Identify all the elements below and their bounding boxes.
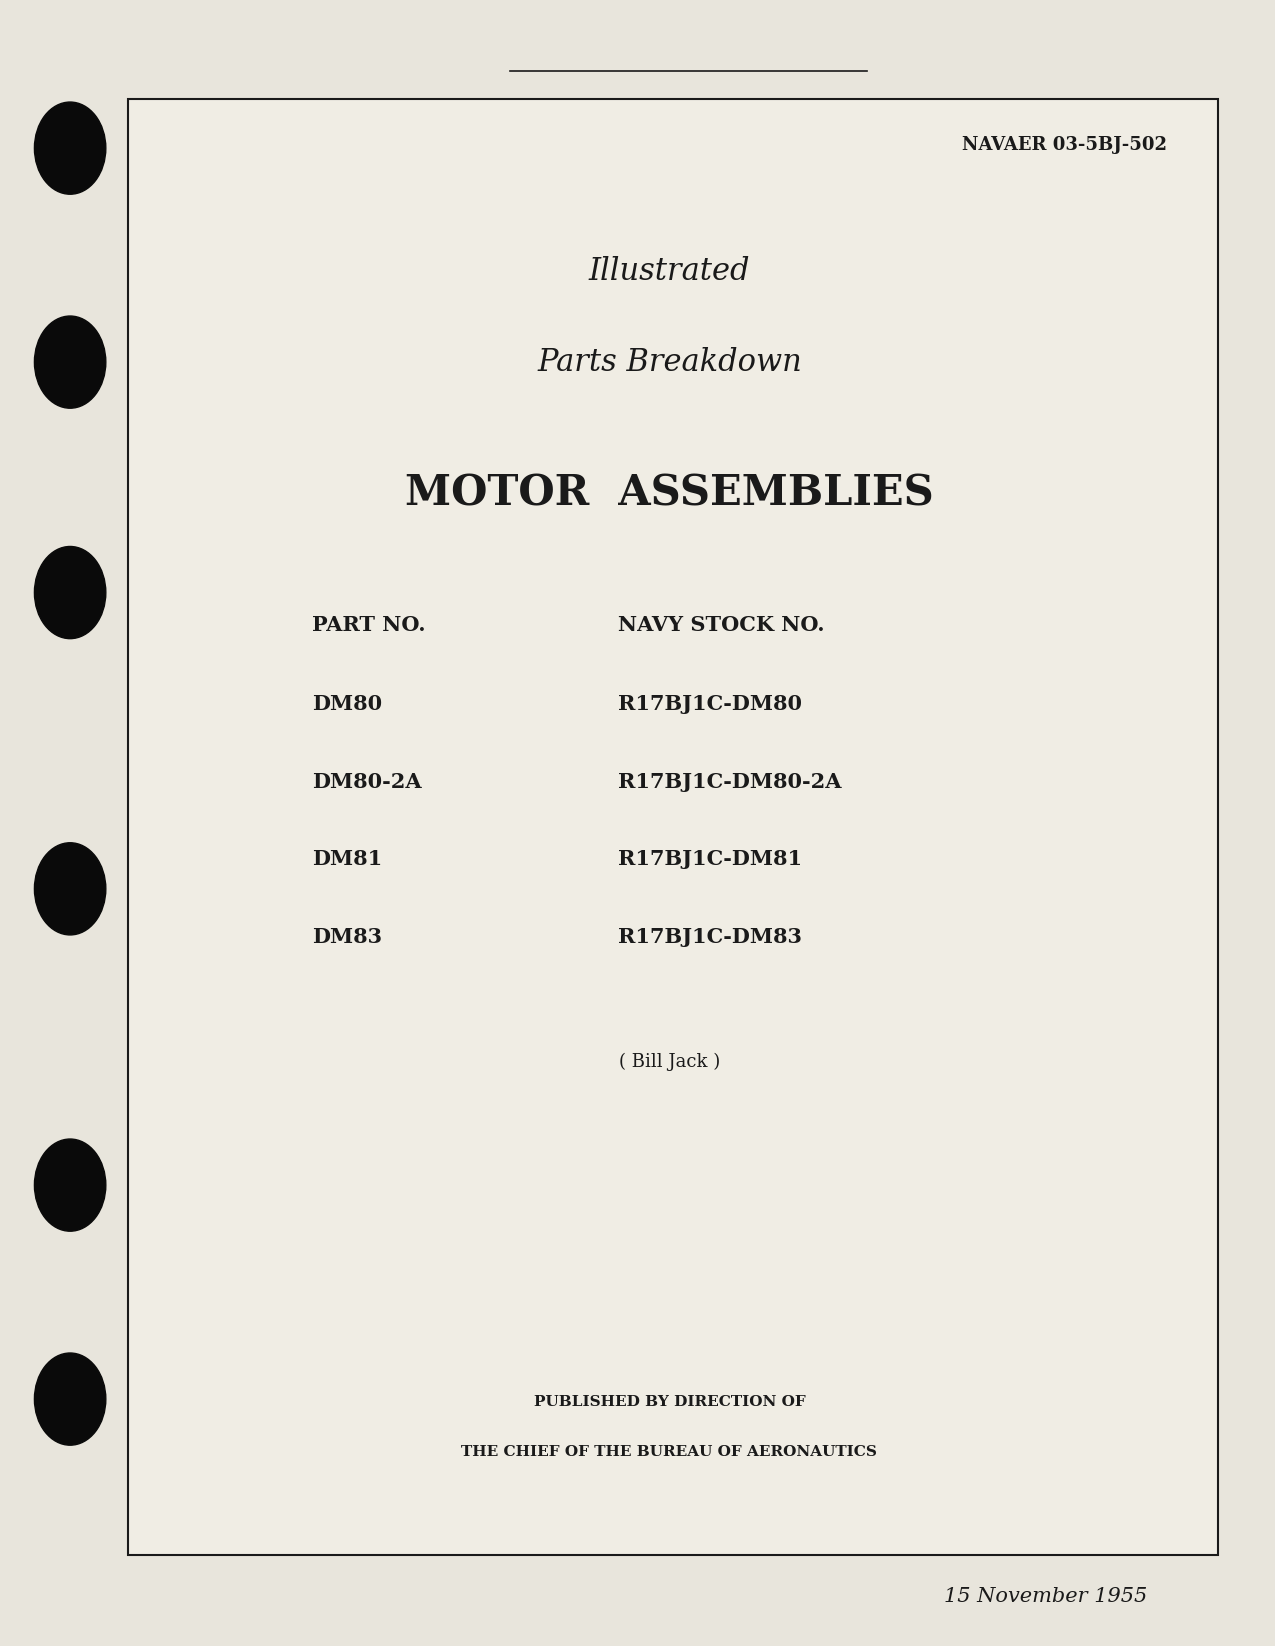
Text: DM81: DM81	[312, 849, 382, 869]
FancyBboxPatch shape	[128, 99, 1218, 1555]
Text: DM83: DM83	[312, 927, 382, 946]
Circle shape	[34, 546, 106, 639]
Text: ( Bill Jack ): ( Bill Jack )	[618, 1052, 720, 1072]
Text: R17BJ1C-DM80: R17BJ1C-DM80	[618, 695, 802, 714]
Text: NAVY STOCK NO.: NAVY STOCK NO.	[618, 616, 825, 635]
Circle shape	[34, 843, 106, 935]
Circle shape	[34, 316, 106, 408]
Text: PART NO.: PART NO.	[312, 616, 426, 635]
Text: DM80-2A: DM80-2A	[312, 772, 422, 792]
Circle shape	[34, 102, 106, 194]
Text: Parts Breakdown: Parts Breakdown	[537, 347, 802, 377]
Text: R17BJ1C-DM83: R17BJ1C-DM83	[618, 927, 802, 946]
Text: R17BJ1C-DM80-2A: R17BJ1C-DM80-2A	[618, 772, 842, 792]
Text: DM80: DM80	[312, 695, 382, 714]
Text: NAVAER 03-5BJ-502: NAVAER 03-5BJ-502	[961, 137, 1167, 153]
Text: MOTOR  ASSEMBLIES: MOTOR ASSEMBLIES	[405, 472, 933, 515]
Text: PUBLISHED BY DIRECTION OF: PUBLISHED BY DIRECTION OF	[533, 1396, 806, 1409]
Text: THE CHIEF OF THE BUREAU OF AERONAUTICS: THE CHIEF OF THE BUREAU OF AERONAUTICS	[462, 1445, 877, 1458]
Circle shape	[34, 1139, 106, 1231]
Circle shape	[34, 1353, 106, 1445]
Text: R17BJ1C-DM81: R17BJ1C-DM81	[618, 849, 802, 869]
Text: Illustrated: Illustrated	[589, 257, 750, 286]
Text: 15 November 1955: 15 November 1955	[944, 1587, 1148, 1606]
